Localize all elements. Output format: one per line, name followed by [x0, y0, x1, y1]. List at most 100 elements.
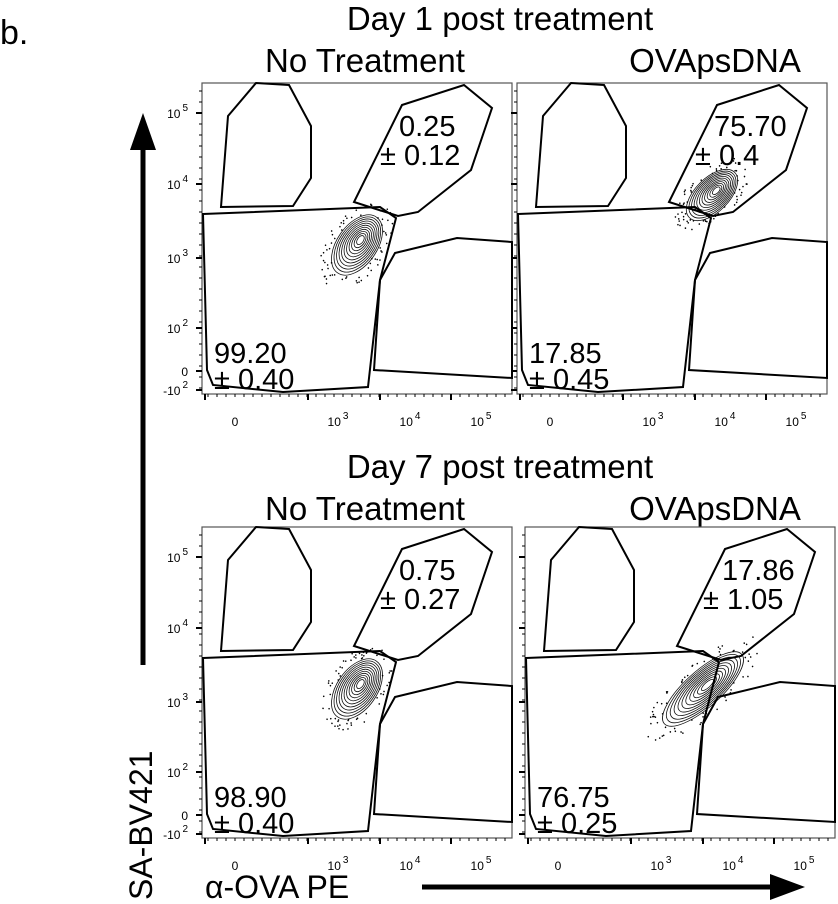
y-tick-label: 10 5 — [167, 103, 188, 121]
contour-line — [700, 678, 714, 691]
event-dot — [682, 732, 684, 734]
event-dot — [691, 664, 694, 667]
event-dot — [717, 646, 720, 648]
event-dot — [380, 693, 382, 695]
contour-line — [336, 662, 380, 714]
event-dot — [365, 712, 368, 715]
gate-upper-right — [352, 527, 494, 662]
event-dot — [724, 696, 726, 698]
event-dot — [665, 702, 668, 704]
contour-line — [331, 658, 383, 720]
event-dot — [690, 191, 693, 193]
contour-line — [356, 679, 365, 690]
event-dot — [320, 254, 322, 257]
lower-left-gate-sd: ± 0.40 — [214, 364, 294, 396]
panel-condition-title: No Treatment — [265, 490, 465, 527]
event-dot — [700, 179, 703, 181]
contour-line — [338, 664, 378, 711]
contour-line — [341, 666, 376, 708]
tick-exponent: 5 — [801, 411, 807, 422]
event-dot — [333, 274, 336, 276]
y-tick-label: 10 2 — [167, 318, 188, 336]
event-dot — [326, 264, 329, 266]
event-dot — [356, 717, 359, 720]
event-dot — [673, 727, 676, 730]
event-dot — [692, 220, 695, 222]
x-tick-label: 10 3 — [643, 411, 664, 429]
event-dot — [360, 279, 363, 282]
tick-exponent: 3 — [666, 855, 672, 866]
event-dot — [378, 688, 381, 690]
event-dot — [386, 684, 388, 687]
event-dot — [713, 217, 715, 220]
contour-line — [348, 672, 371, 699]
group-title: Day 1 post treatment — [347, 0, 653, 37]
event-dot — [381, 218, 384, 221]
contour-line — [351, 231, 369, 252]
contour-line — [331, 214, 383, 276]
x-tick-label: 0 — [547, 415, 554, 429]
event-dot — [682, 203, 685, 206]
event-dot — [329, 684, 332, 687]
contour-line — [333, 660, 382, 717]
x-tick-label: 10 4 — [400, 855, 421, 873]
event-dot — [322, 707, 324, 710]
x-tick-label: 10 5 — [794, 855, 815, 873]
contour-population — [320, 203, 394, 285]
event-dot — [735, 201, 738, 204]
contour-line — [343, 224, 374, 261]
gate-upper-right — [675, 527, 817, 662]
event-dot — [692, 182, 694, 185]
contour-line — [688, 170, 737, 219]
event-dot — [377, 217, 379, 219]
event-dot — [684, 212, 687, 215]
event-dot — [339, 724, 341, 726]
gate-lower-right — [372, 236, 513, 380]
event-dot — [386, 208, 389, 211]
event-dot — [679, 224, 681, 227]
event-dot — [723, 206, 726, 208]
contour-line — [669, 656, 738, 720]
lower-left-gate-sd: ± 0.40 — [214, 808, 294, 840]
event-dot — [699, 723, 702, 726]
contour-line — [333, 216, 382, 273]
event-dot — [666, 692, 668, 694]
event-dot — [743, 175, 746, 178]
event-dot — [340, 222, 343, 224]
event-dot — [346, 722, 348, 725]
event-dot — [691, 184, 694, 187]
y-tick-label: 10 4 — [167, 618, 188, 636]
tick-exponent: 5 — [182, 547, 188, 558]
event-dot — [370, 204, 373, 207]
event-dot — [322, 251, 325, 254]
x-tick-label: 10 5 — [471, 411, 492, 429]
event-dot — [718, 651, 721, 653]
event-dot — [734, 169, 736, 172]
event-dot — [651, 710, 654, 713]
contour-line — [709, 184, 723, 198]
event-dot — [331, 722, 333, 725]
gate-upper-left — [219, 525, 312, 653]
event-dot — [325, 278, 328, 280]
event-dot — [339, 675, 342, 677]
event-dot — [369, 203, 372, 206]
event-dot — [344, 660, 347, 663]
contour-line — [346, 670, 372, 702]
event-dot — [381, 649, 383, 652]
event-dot — [682, 218, 685, 221]
gate-upper-left — [219, 81, 312, 209]
gate-lower-left — [201, 649, 398, 838]
event-dot — [720, 162, 723, 164]
event-dot — [690, 189, 692, 192]
event-dot — [350, 216, 353, 219]
event-dot — [355, 280, 358, 282]
event-dot — [383, 230, 385, 233]
event-dot — [706, 220, 708, 223]
event-dot — [656, 721, 659, 724]
event-dot — [344, 215, 347, 217]
event-dot — [652, 715, 654, 718]
event-dot — [734, 162, 737, 164]
event-dot — [347, 719, 349, 722]
event-dot — [325, 282, 328, 285]
